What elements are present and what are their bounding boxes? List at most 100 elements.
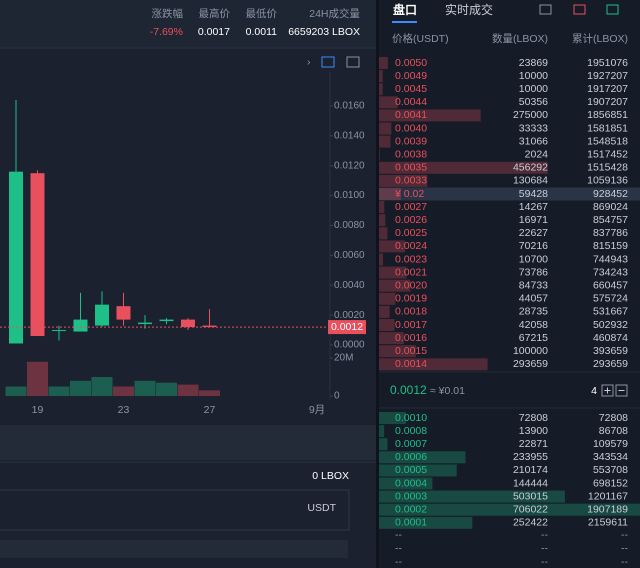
y-tick-label: 0.0080: [334, 220, 365, 231]
tab-active[interactable]: 盘口: [393, 2, 417, 17]
total: 1951076: [587, 57, 628, 69]
quantity: 14267: [519, 201, 548, 213]
total: 86708: [599, 425, 628, 437]
last-price: 0.0012: [390, 383, 427, 397]
chart-arrow[interactable]: ›: [307, 56, 311, 68]
quantity: 22627: [519, 227, 548, 239]
depth-bar: [379, 174, 428, 187]
candle-body: [52, 330, 66, 332]
kline-icon[interactable]: [346, 56, 360, 68]
price: 0.0023: [395, 253, 427, 265]
quantity: 28735: [519, 306, 548, 318]
depth-bar: [379, 240, 405, 253]
view-both[interactable]: [539, 4, 552, 15]
input-bar: [0, 540, 348, 558]
row-highlight: [379, 187, 640, 201]
candle-body: [9, 171, 23, 344]
price: 0.0039: [395, 135, 427, 147]
total: 734243: [593, 266, 628, 278]
empty-quantity: --: [541, 529, 548, 541]
quantity: 16971: [519, 214, 548, 226]
total: 1907207: [587, 96, 628, 108]
quantity: 503015: [513, 490, 548, 502]
quantity: 233955: [513, 451, 548, 463]
view-asks[interactable]: [573, 4, 586, 15]
quantity: 23869: [519, 57, 548, 69]
depth-bar: [379, 490, 565, 503]
depth-bar: [379, 96, 398, 109]
total: 1059136: [587, 175, 628, 187]
y-tick-label: 0.0120: [334, 160, 365, 171]
view-bids[interactable]: [606, 4, 619, 15]
total: 1201167: [588, 490, 628, 502]
y-tick-label: 0.0000: [334, 340, 365, 351]
total: 72808: [599, 412, 628, 424]
candle-body: [30, 173, 45, 337]
tab[interactable]: 实时成交: [445, 2, 493, 17]
price: 0.0044: [395, 96, 427, 108]
candle-body: [95, 304, 109, 326]
depth-bar: [379, 464, 457, 477]
candle-body: [116, 306, 131, 320]
volume-bar: [156, 382, 177, 396]
total: 531667: [593, 306, 628, 318]
total: 928452: [593, 188, 628, 200]
x-tick-label: 27: [204, 404, 216, 416]
volume-tick-label: 0: [334, 391, 340, 402]
separator: [376, 0, 379, 568]
input-box[interactable]: [0, 489, 350, 531]
precision-minus[interactable]: [615, 384, 628, 397]
price: 0.0025: [395, 227, 427, 239]
volume-bar: [134, 380, 156, 396]
quantity: 59428: [519, 188, 548, 200]
total: 1917207: [587, 83, 628, 95]
tab-strip: [0, 425, 376, 460]
quantity: 10000: [519, 70, 548, 82]
x-tick-label: 9月: [309, 404, 325, 416]
total: 744943: [593, 253, 628, 265]
quantity: 293659: [513, 358, 548, 370]
precision-plus[interactable]: [601, 384, 614, 397]
depth-bar: [379, 358, 488, 371]
depth-bar: [379, 345, 416, 358]
depth-bar: [379, 412, 406, 424]
empty-price: --: [395, 556, 402, 568]
ticker-value: -7.69%: [150, 26, 183, 38]
price: 0.0038: [395, 148, 427, 160]
price: 0.0007: [395, 438, 427, 450]
total: 502932: [593, 319, 628, 331]
x-tick-label: 23: [118, 404, 130, 416]
quantity: 70216: [519, 240, 548, 252]
price: 0.0004: [395, 477, 427, 489]
depth-icon[interactable]: [321, 56, 335, 68]
volume-bar: [70, 380, 91, 396]
y-tick-label: 0.0140: [334, 130, 365, 141]
price: 0.0017: [395, 319, 427, 331]
col-header: 数量(LBOX): [492, 32, 548, 45]
quantity: 73786: [519, 266, 548, 278]
volume-bar: [91, 377, 113, 396]
quantity: 210174: [513, 464, 548, 476]
empty-price: --: [395, 529, 402, 541]
ticker-label: 最低价: [246, 7, 278, 20]
volume-tick-label: 20M: [334, 353, 353, 364]
precision: 4: [591, 385, 597, 397]
price: 0.0041: [395, 109, 427, 121]
price: 0.0019: [395, 293, 427, 305]
price: 0.0021: [395, 266, 427, 278]
empty-total: --: [621, 556, 628, 568]
quantity: 50356: [519, 96, 548, 108]
total: 1907189: [587, 503, 628, 515]
x-tick-label: 19: [32, 404, 44, 416]
price: 0.0002: [395, 503, 427, 515]
price: 0.0027: [395, 201, 427, 213]
price-tag-label: 0.0012: [331, 321, 363, 333]
depth-bar: [379, 161, 548, 174]
y-tick-label: 0.0060: [334, 250, 365, 261]
y-tick-label: 0.0040: [334, 280, 365, 291]
y-tick-label: 0.0100: [334, 190, 365, 201]
price: 0.0026: [395, 214, 427, 226]
left-panel: [0, 0, 376, 568]
ticker-value: 0.0011: [246, 26, 277, 38]
quantity: 44057: [519, 293, 548, 305]
